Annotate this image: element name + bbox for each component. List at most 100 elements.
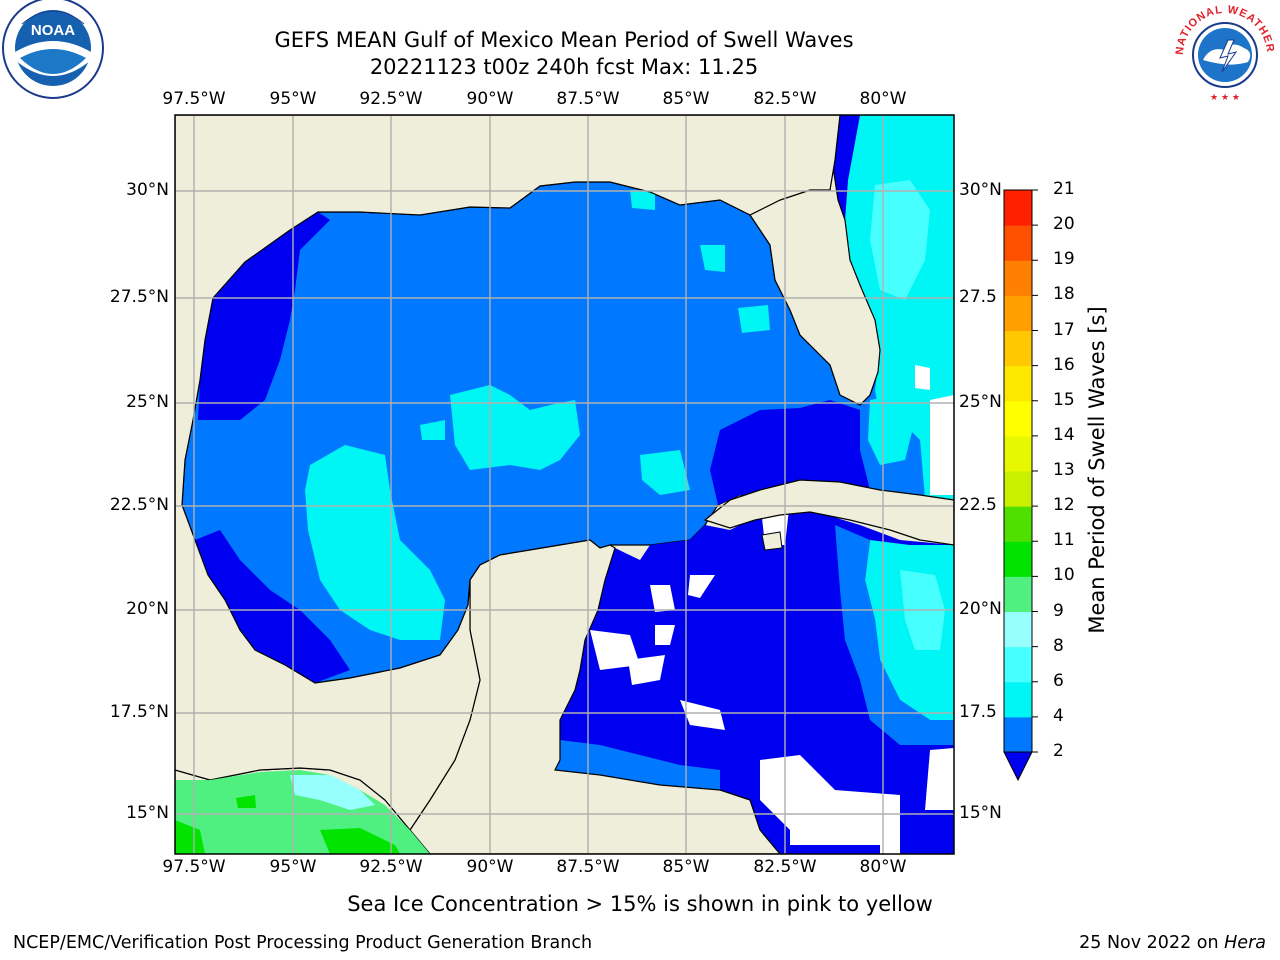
- colorbar-tick-label: 20: [1053, 214, 1075, 235]
- small-cyan-1: [700, 245, 725, 272]
- us-gulf-coast-land: [175, 115, 841, 832]
- colorbar-swatch: [1004, 400, 1032, 437]
- colorbar-swatch: [1004, 471, 1032, 507]
- chart-title: GEFS MEAN Gulf of Mexico Mean Period of …: [274, 28, 854, 52]
- colorbar-tick-label: 15: [1053, 389, 1075, 410]
- colorbar-tick-label: 4: [1053, 705, 1064, 726]
- lat-label-left: 25°N: [126, 392, 169, 412]
- colorbar-tick-label: 10: [1053, 565, 1075, 586]
- lat-label-left: 30°N: [126, 180, 169, 200]
- pacific-green-patch: [320, 828, 400, 854]
- colorbar-swatch: [1004, 646, 1032, 683]
- colorbar-swatch: [1004, 225, 1032, 261]
- graticule: [175, 115, 954, 854]
- atlantic-dark-strip: [832, 115, 860, 220]
- lon-label-bottom: 82.5°W: [753, 857, 817, 877]
- colorbar-swatch: [1004, 681, 1032, 718]
- colorbar-tick-label: 18: [1053, 284, 1075, 305]
- colorbar-swatch: [1004, 506, 1032, 542]
- lat-label-left: 15°N: [126, 803, 169, 823]
- lat-label-left: 20°N: [126, 599, 169, 619]
- no-data-patch-1: [590, 630, 640, 670]
- noaa-logo: NOAA: [2, 0, 104, 99]
- colorbar-tick-label: 14: [1053, 424, 1075, 445]
- colorbar-tick-label: 11: [1053, 530, 1075, 551]
- lat-label-right: 15°N: [959, 803, 1002, 823]
- lon-label-top: 80°W: [859, 89, 907, 109]
- svg-text:★ ★ ★: ★ ★ ★: [1210, 93, 1240, 103]
- honduras-blue-band: [555, 740, 720, 790]
- footer-host: Hera: [1224, 933, 1266, 953]
- lat-label-left: 17.5°N: [109, 702, 169, 722]
- lon-label-bottom: 90°W: [466, 857, 514, 877]
- sw-gulf-dark-band: [195, 530, 350, 683]
- lon-label-bottom: 95°W: [269, 857, 317, 877]
- colorbar-tick-label: 9: [1053, 600, 1064, 621]
- small-cyan-4: [420, 420, 445, 440]
- colorbar-extend-arrow: [1003, 751, 1033, 782]
- nws-logo: NATIONAL WEATHER SERVICE ★ ★ ★: [1170, 0, 1275, 105]
- colorbar-swatch: [1004, 330, 1032, 367]
- lat-label-left: 27.5°N: [109, 287, 169, 307]
- map-frame: [174, 114, 955, 855]
- lat-label-right: 22.5: [959, 495, 997, 515]
- footer-branch: NCEP/EMC/Verification Post Processing Pr…: [13, 933, 593, 953]
- pacific-green-speck: [236, 795, 256, 808]
- central-gulf-cyan-patch: [450, 385, 580, 470]
- atlantic-light-cyan-patch: [870, 180, 930, 300]
- colorbar-swatch: [1004, 611, 1032, 648]
- colorbar-tick-label: 6: [1053, 670, 1064, 691]
- colorbar-swatch: [1004, 260, 1032, 296]
- e-gulf-dark-band: [710, 400, 870, 505]
- lon-label-top: 90°W: [466, 89, 514, 109]
- colorbar-tick-label: 17: [1053, 319, 1075, 340]
- lon-label-top: 97.5°W: [162, 89, 226, 109]
- florida-keys-cyan: [868, 395, 915, 465]
- colorbar-swatch: [1004, 435, 1032, 472]
- colorbar-tick-label: 2: [1053, 741, 1064, 761]
- lon-label-top: 82.5°W: [753, 89, 817, 109]
- lat-label-right: 27.5: [959, 287, 997, 307]
- svg-text:NOAA: NOAA: [31, 22, 75, 39]
- lon-label-top: 95°W: [269, 89, 317, 109]
- lon-label-bottom: 87.5°W: [556, 857, 620, 877]
- colorbar-swatch: [1004, 541, 1032, 577]
- sw-gulf-cyan-patch: [305, 445, 445, 640]
- colorbar-swatch: [1004, 190, 1032, 226]
- small-cyan-3: [630, 190, 655, 210]
- footer-date: 25 Nov 2022 on Hera: [1079, 933, 1266, 953]
- sea-ice-caption: Sea Ice Concentration > 15% is shown in …: [347, 892, 933, 916]
- nw-gulf-dark-band: [198, 212, 330, 420]
- caribbean-blue-band: [835, 525, 954, 745]
- lon-label-bottom: 92.5°W: [359, 857, 423, 877]
- colorbar: [1003, 189, 1038, 782]
- lat-label-left: 22.5°N: [109, 495, 169, 515]
- no-data-patch-2: [650, 585, 675, 612]
- colorbar-swatch: [1004, 716, 1032, 753]
- colorbar-swatch: [1004, 295, 1032, 331]
- no-data-patch-4: [628, 655, 665, 685]
- colorbar-tick-label: 19: [1053, 249, 1075, 270]
- colorbar-tick-label: 12: [1053, 495, 1075, 516]
- lon-label-bottom: 97.5°W: [162, 857, 226, 877]
- lat-label-right: 25°N: [959, 392, 1002, 412]
- chart-subtitle: 20221123 t00z 240h fcst Max: 11.25: [369, 55, 759, 79]
- colorbar-tick-label: 16: [1053, 354, 1075, 375]
- colorbar-tick-label: 8: [1053, 635, 1064, 656]
- lat-label-right: 17.5: [959, 702, 997, 722]
- no-data-patch-8: [915, 365, 930, 390]
- isla-juventud: [761, 531, 783, 551]
- lat-label-right: 30°N: [959, 180, 1002, 200]
- lon-label-top: 87.5°W: [556, 89, 620, 109]
- no-data-patch-9: [930, 395, 954, 495]
- colorbar-tick-label: 21: [1053, 179, 1075, 199]
- small-cyan-2: [738, 305, 770, 333]
- lon-label-top: 85°W: [662, 89, 710, 109]
- colorbar-swatch: [1004, 365, 1032, 402]
- cuba-land: [703, 479, 954, 546]
- lon-label-bottom: 80°W: [859, 857, 907, 877]
- no-data-patch-6: [655, 625, 675, 645]
- footer-date-text: 25 Nov 2022 on: [1079, 933, 1225, 953]
- lon-label-bottom: 85°W: [662, 857, 710, 877]
